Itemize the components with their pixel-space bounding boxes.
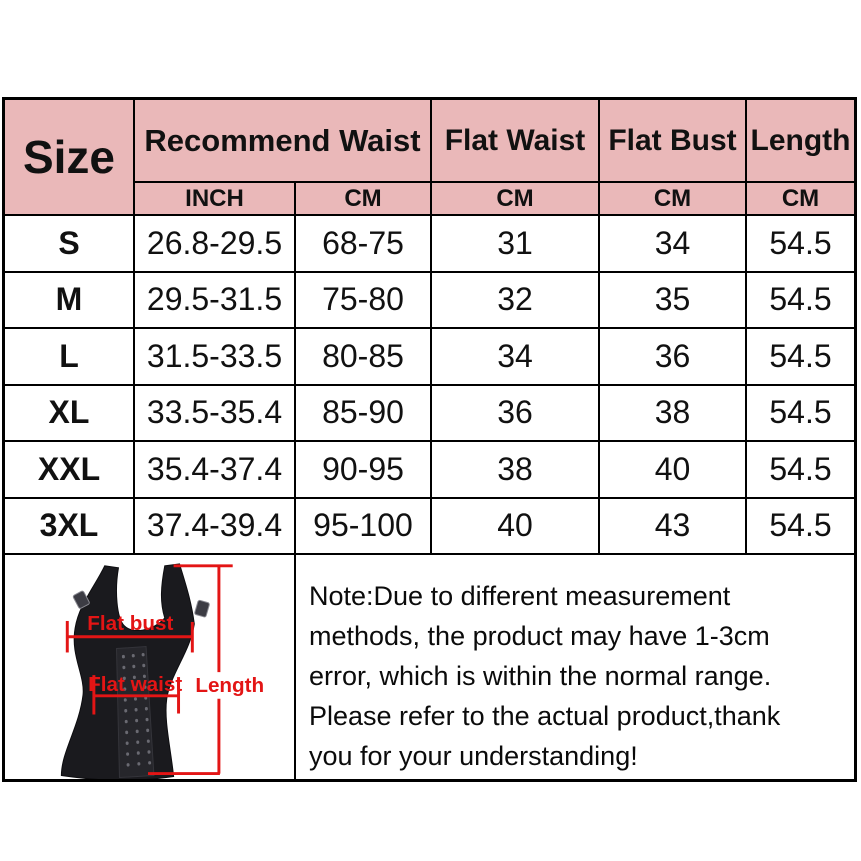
row-3xl-recommend-inch: 37.4-39.4 [135,498,296,555]
row-xl-flat-waist: 36 [432,385,600,442]
row-xxl-recommend-inch: 35.4-37.4 [135,442,296,499]
row-s-flat-waist: 31 [432,216,600,273]
row-l-recommend-inch: 31.5-33.5 [135,329,296,386]
unit-cm-length: CM [747,183,854,216]
product-measurement-figure: Flat bust Flat waist Length [5,555,296,779]
row-m-recommend-cm: 75-80 [296,272,432,329]
row-l-size: L [5,329,135,386]
measurement-lines [65,564,233,776]
row-xl-recommend-cm: 85-90 [296,385,432,442]
row-xxl-recommend-cm: 90-95 [296,442,432,499]
length-annotation-label: Length [195,674,264,697]
row-3xl-length: 54.5 [747,499,854,555]
note-line-5: you for your understanding! [309,741,638,771]
row-xxl-length: 54.5 [747,442,854,499]
size-chart-sheet: Size Recommend Waist Flat Waist Flat Bus… [2,97,857,782]
left-strap-adjuster [72,590,90,609]
row-m-length: 54.5 [747,273,854,329]
row-xl-length: 54.5 [747,386,854,442]
row-3xl-flat-waist: 40 [432,498,600,555]
flat-bust-annotation-label: Flat bust [87,612,173,635]
row-l-recommend-cm: 80-85 [296,329,432,386]
length-header: Length [747,100,854,183]
note-line-4: Please refer to the actual product,thank [309,701,781,731]
size-column-header: Size [5,100,135,216]
row-l-flat-bust: 36 [600,329,747,386]
size-table: Size Recommend Waist Flat Waist Flat Bus… [5,100,854,555]
row-s-flat-bust: 34 [600,216,747,273]
note-line-2: methods, the product may have 1-3cm [309,621,770,651]
row-m-flat-bust: 35 [600,272,747,329]
row-s-recommend-cm: 68-75 [296,216,432,273]
waist-trainer-diagram: Flat bust Flat waist Length [60,563,264,779]
unit-inch: INCH [135,183,296,216]
row-s-recommend-inch: 26.8-29.5 [135,216,296,273]
row-xl-size: XL [5,385,135,442]
note-line-1: Note:Due to different measurement [309,581,731,611]
row-3xl-size: 3XL [5,498,135,555]
row-l-length: 54.5 [747,329,854,386]
unit-cm-flat-bust: CM [600,183,747,216]
note-line-3: error, which is within the normal range. [309,661,772,691]
row-m-recommend-inch: 29.5-31.5 [135,272,296,329]
row-s-length: 54.5 [747,216,854,273]
hook-placket [116,646,155,779]
flat-bust-header: Flat Bust [600,100,747,183]
row-xxl-size: XXL [5,442,135,499]
row-xxl-flat-bust: 40 [600,442,747,499]
row-m-flat-waist: 32 [432,272,600,329]
row-xl-flat-bust: 38 [600,385,747,442]
recommend-waist-header: Recommend Waist [135,100,432,183]
bottom-panel: Flat bust Flat waist Length Note:Due to … [5,555,854,779]
flat-waist-header: Flat Waist [432,100,600,183]
note-box: Note:Due to different measurement method… [296,555,854,779]
row-s-size: S [5,216,135,273]
flat-waist-annotation-label: Flat waist [88,673,182,696]
row-m-size: M [5,272,135,329]
row-3xl-flat-bust: 43 [600,498,747,555]
row-xl-recommend-inch: 33.5-35.4 [135,385,296,442]
unit-cm-flat-waist: CM [432,183,600,216]
row-3xl-recommend-cm: 95-100 [296,498,432,555]
right-strap-adjuster [194,599,210,618]
row-xxl-flat-waist: 38 [432,442,600,499]
unit-cm-recommend: CM [296,183,432,216]
row-l-flat-waist: 34 [432,329,600,386]
